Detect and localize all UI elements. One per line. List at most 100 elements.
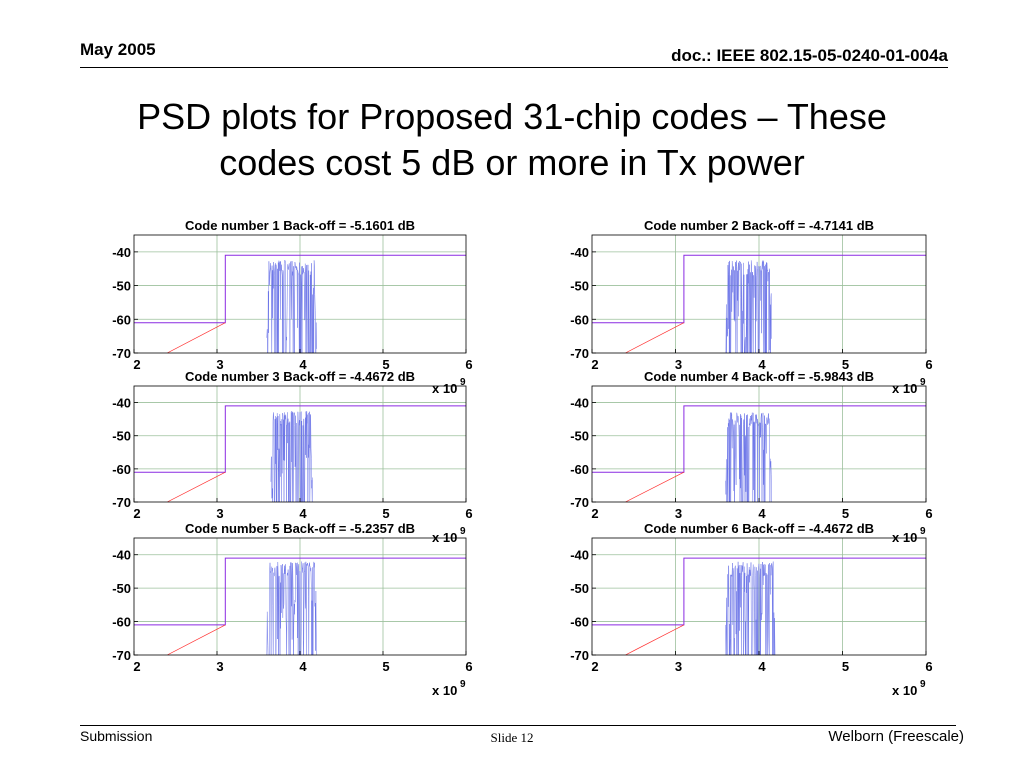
x-tick-label: 3 [675, 357, 682, 372]
plot-area [134, 254, 466, 353]
plot-title: Code number 1 Back-off = -5.1601 dB [185, 218, 415, 233]
plot-title: Code number 2 Back-off = -4.7141 dB [644, 218, 874, 233]
y-tick-label: -60 [570, 462, 589, 477]
y-tick-label: -60 [112, 462, 131, 477]
plot-area [592, 405, 926, 502]
footer-submission: Submission [80, 728, 153, 744]
footer-divider [80, 725, 956, 726]
reference-line [167, 322, 226, 353]
x-tick-label: 4 [299, 659, 307, 674]
y-tick-label: -50 [570, 279, 589, 294]
y-tick-label: -70 [570, 495, 589, 510]
plot-title: Code number 3 Back-off = -4.4672 dB [185, 369, 415, 384]
y-tick-label: -70 [112, 346, 131, 361]
plot-area [134, 405, 466, 502]
psd-plot-2: -40 -50 -60 -702 3 4 5 6 x 10 9 Code number 2 Back… [570, 218, 932, 396]
reference-line [625, 322, 685, 353]
x-exponent-power: 9 [460, 526, 466, 537]
plot-title: Code number 4 Back-off = -5.9843 dB [644, 369, 874, 384]
x-tick-label: 4 [299, 506, 307, 521]
x-tick-label: 2 [591, 357, 598, 372]
slide-title-line-1: PSD plots for Proposed 31-chip codes – T… [137, 96, 887, 137]
plot-title: Code number 5 Back-off = -5.2357 dB [185, 521, 415, 536]
x-tick-label: 3 [675, 659, 682, 674]
slide-title-line-2: codes cost 5 dB or more in Tx power [219, 142, 805, 183]
x-exponent-label: x 10 [892, 381, 917, 396]
x-tick-label: 5 [382, 357, 389, 372]
y-tick-label: -70 [112, 495, 131, 510]
x-tick-label: 5 [842, 659, 849, 674]
x-tick-label: 6 [925, 506, 932, 521]
x-tick-label: 4 [758, 659, 766, 674]
x-tick-label: 3 [216, 506, 223, 521]
spectral-mask-line [134, 254, 466, 324]
spectral-mask-line [592, 254, 926, 324]
plot-area [134, 557, 466, 655]
y-tick-label: -60 [112, 312, 131, 327]
x-tick-label: 4 [299, 357, 307, 372]
header-divider [80, 67, 948, 68]
psd-trace [270, 411, 313, 502]
plot-area [592, 254, 926, 353]
y-tick-label: -40 [112, 245, 131, 260]
x-tick-label: 6 [465, 659, 472, 674]
x-exponent-label: x 10 [432, 530, 457, 545]
y-tick-label: -50 [570, 581, 589, 596]
reference-line [167, 624, 226, 655]
psd-plot-1: -40 -50 -60 -702 3 4 5 6 x 10 9 Code number 1 Back… [112, 218, 472, 396]
x-tick-label: 5 [842, 357, 849, 372]
y-tick-label: -50 [570, 429, 589, 444]
psd-trace [725, 412, 772, 502]
reference-line [625, 624, 685, 655]
slide-title: PSD plots for Proposed 31-chip codes – T… [40, 94, 984, 186]
y-tick-label: -60 [570, 615, 589, 630]
y-tick-label: -50 [112, 581, 131, 596]
x-tick-label: 5 [382, 506, 389, 521]
x-tick-label: 2 [133, 357, 140, 372]
x-tick-label: 3 [675, 506, 682, 521]
y-tick-label: -50 [112, 429, 131, 444]
footer-slide-number: Slide 12 [490, 730, 534, 745]
x-exponent-label: x 10 [432, 683, 457, 698]
psd-trace [266, 561, 317, 655]
plot-area [592, 557, 926, 655]
x-exponent-label: x 10 [892, 683, 917, 698]
y-tick-label: -70 [570, 648, 589, 663]
psd-trace [266, 259, 317, 353]
x-exponent-power: 9 [920, 679, 926, 690]
psd-trace [725, 260, 772, 353]
x-tick-label: 4 [758, 357, 766, 372]
y-tick-label: -40 [570, 396, 589, 411]
reference-line [167, 471, 226, 502]
x-tick-label: 6 [465, 506, 472, 521]
header-doc-id: doc.: IEEE 802.15-05-0240-01-004a [671, 46, 948, 65]
header-date: May 2005 [80, 40, 156, 59]
x-tick-label: 2 [591, 659, 598, 674]
x-exponent-power: 9 [920, 377, 926, 388]
x-tick-label: 2 [133, 659, 140, 674]
y-tick-label: -60 [570, 312, 589, 327]
x-tick-label: 5 [382, 659, 389, 674]
y-tick-label: -40 [112, 548, 131, 563]
plot-title: Code number 6 Back-off = -4.4672 dB [644, 521, 874, 536]
psd-trace [725, 561, 776, 655]
y-tick-label: -70 [570, 346, 589, 361]
footer-author: Welborn (Freescale) [828, 728, 964, 745]
x-tick-label: 4 [758, 506, 766, 521]
x-tick-label: 3 [216, 659, 223, 674]
y-tick-label: -70 [112, 648, 131, 663]
y-tick-label: -60 [112, 615, 131, 630]
y-tick-label: -40 [112, 396, 131, 411]
x-exponent-label: x 10 [432, 381, 457, 396]
y-tick-label: -50 [112, 279, 131, 294]
x-exponent-label: x 10 [892, 530, 917, 545]
spectral-mask-line [134, 405, 466, 473]
reference-line [625, 471, 685, 502]
y-tick-label: -40 [570, 245, 589, 260]
x-tick-label: 6 [465, 357, 472, 372]
x-tick-label: 6 [925, 357, 932, 372]
